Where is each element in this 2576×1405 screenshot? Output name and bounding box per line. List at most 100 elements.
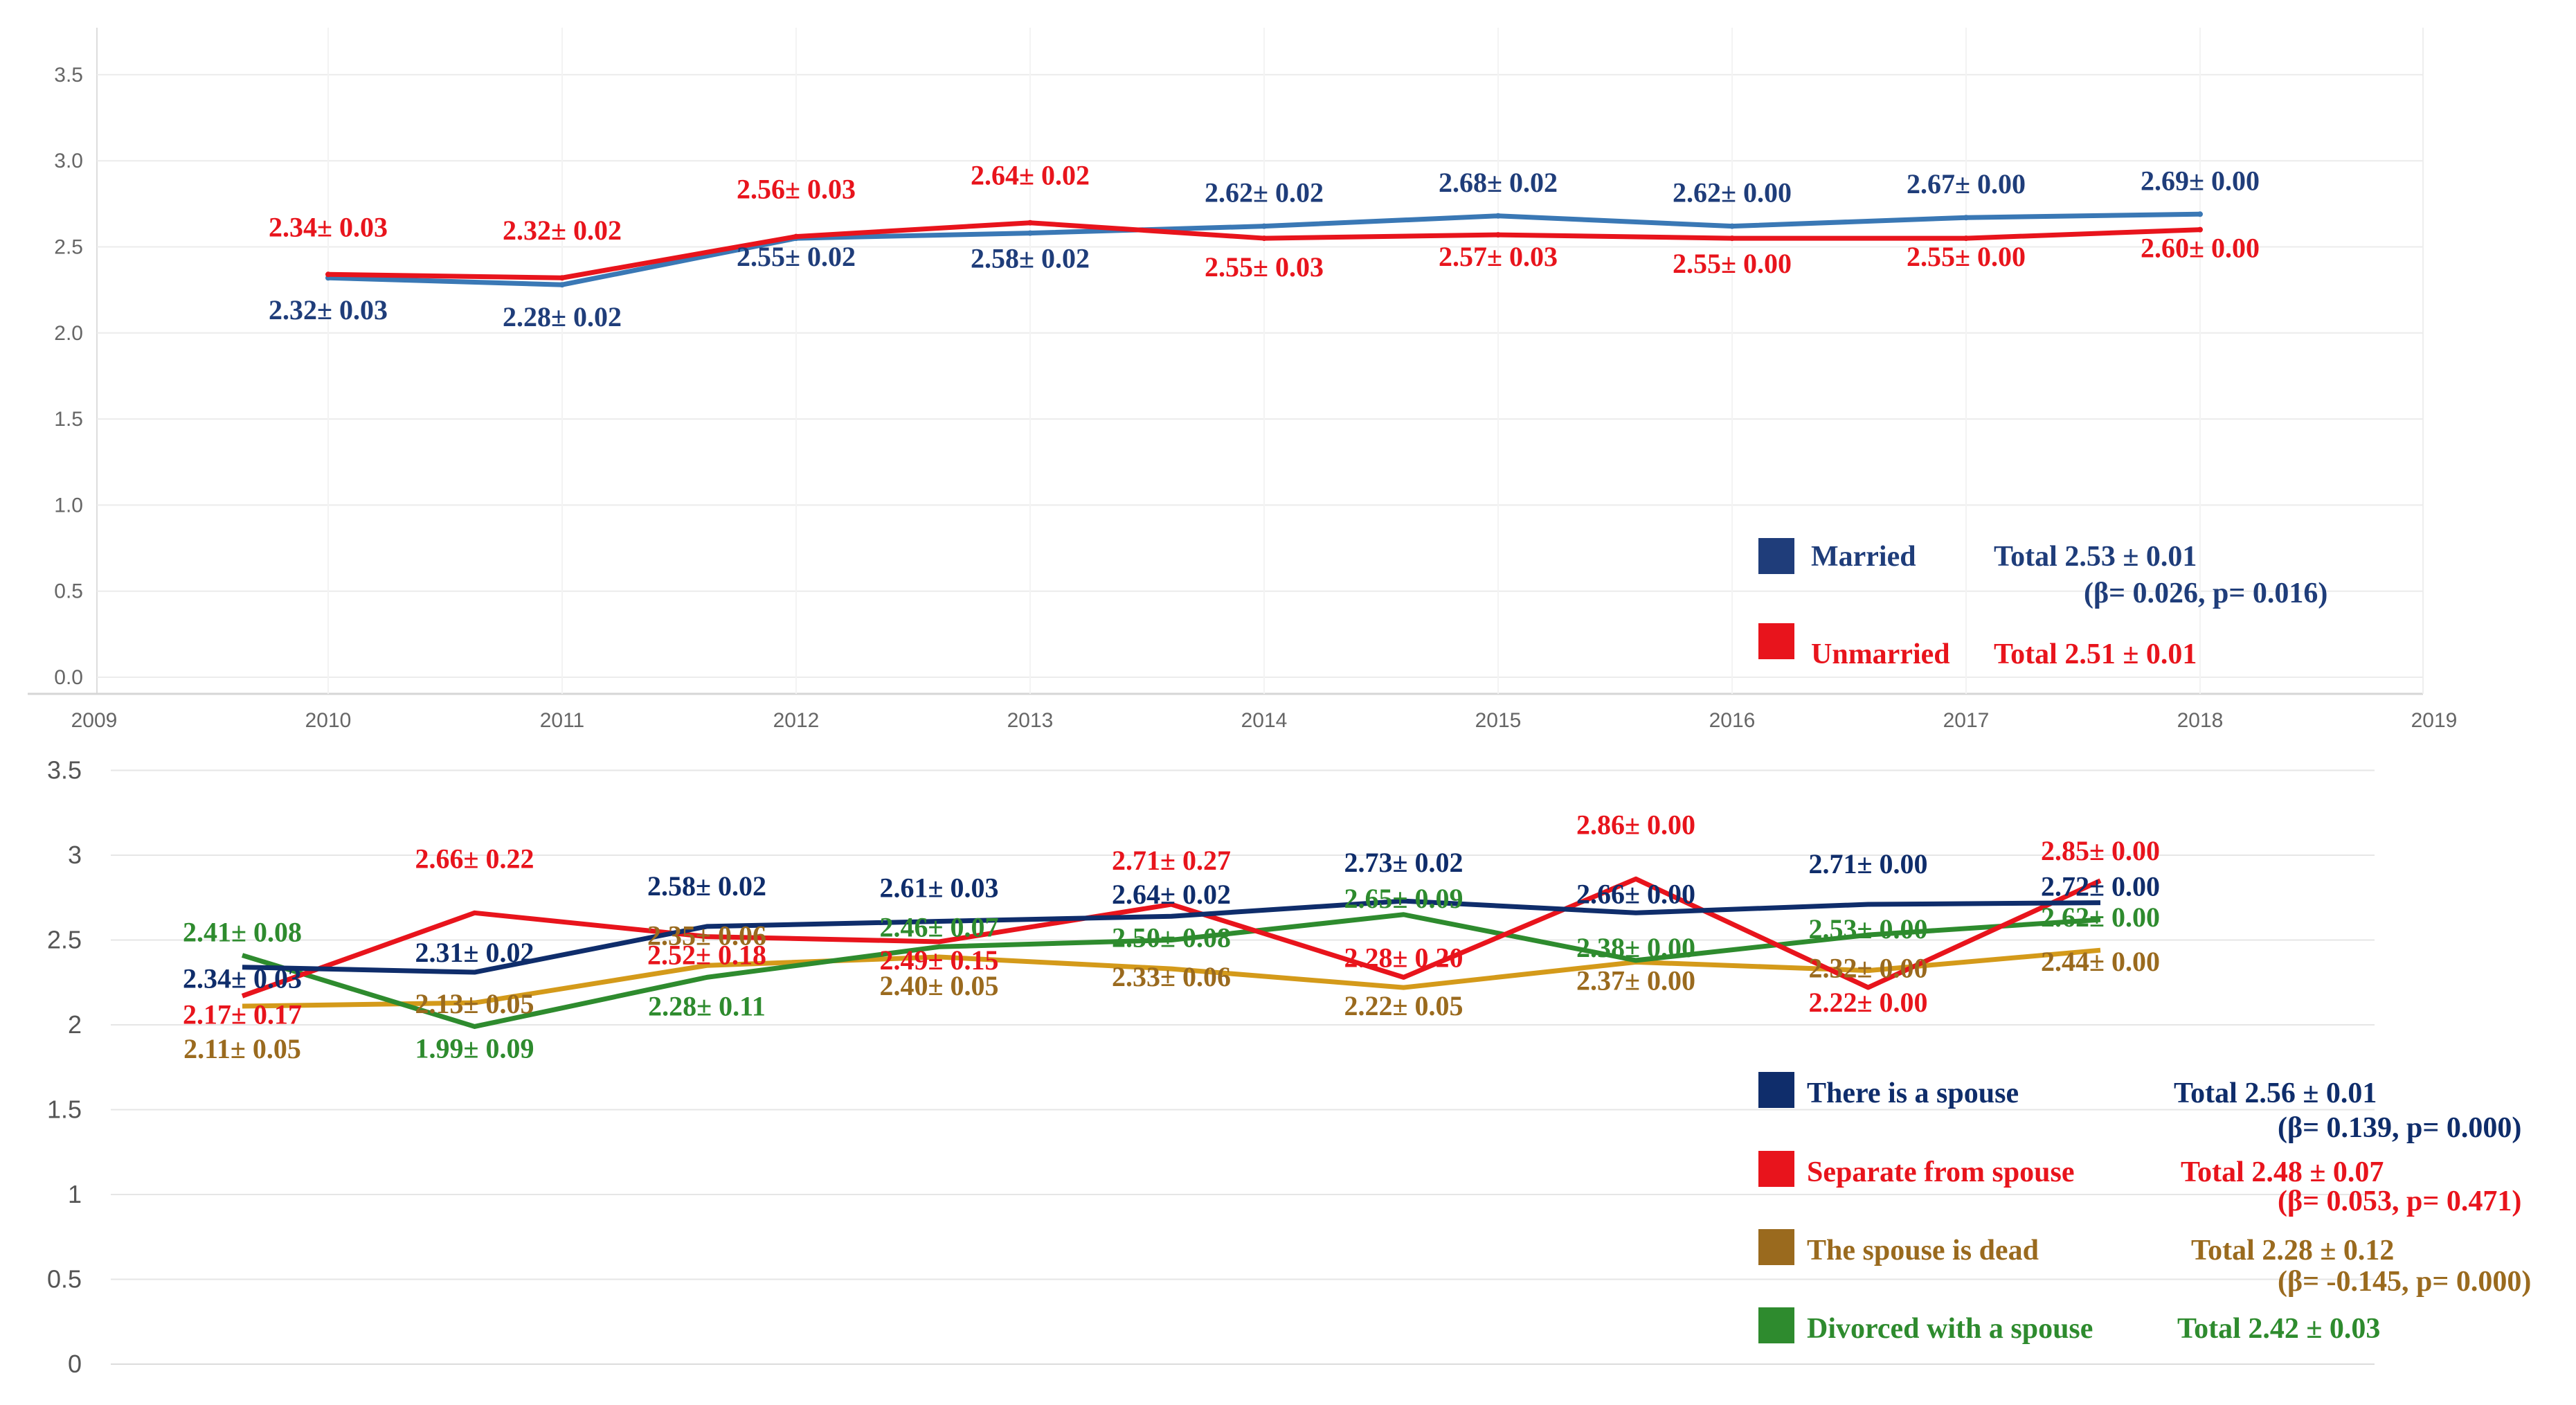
top-y-tick-label: 1.0	[54, 494, 83, 517]
bottom-data-label: 2.86± 0.00	[1576, 809, 1695, 840]
bottom-data-label: 2.58± 0.02	[647, 870, 766, 902]
bottom-series-line-0	[242, 898, 2101, 975]
bottom-data-label: 2.66± 0.22	[415, 843, 534, 874]
top-data-label: 2.55± 0.03	[1205, 251, 1324, 283]
bottom-y-tick-label: 2.5	[47, 926, 82, 954]
top-series-point	[2197, 226, 2203, 233]
bottom-data-label: 2.40± 0.05	[880, 970, 999, 1001]
bottom-data-label: 2.65± 0.09	[1344, 883, 1463, 914]
bottom-data-label: 2.22± 0.05	[1344, 990, 1463, 1021]
bottom-y-tick-label: 0	[68, 1350, 82, 1378]
top-y-tick-label: 2.0	[54, 322, 83, 345]
top-data-label: 2.32± 0.03	[269, 294, 388, 325]
top-x-tick-label: 2017	[1943, 709, 1990, 732]
bottom-y-tick-label: 3.5	[47, 756, 82, 785]
top-y-tick-label: 0.0	[54, 666, 83, 689]
top-series-point	[1729, 235, 1735, 242]
legend-label-2: The spouse is dead	[1807, 1235, 2039, 1267]
top-series-point	[325, 271, 331, 278]
bottom-y-tick-label: 0.5	[47, 1265, 82, 1294]
top-series-point	[1261, 223, 1267, 229]
top-data-label: 2.56± 0.03	[737, 174, 856, 205]
legend-swatch-1	[1758, 1151, 1794, 1187]
bottom-data-label: 2.62± 0.00	[2041, 902, 2160, 933]
top-y-tick-label: 0.5	[54, 580, 83, 603]
bottom-data-label: 2.22± 0.00	[1809, 987, 1928, 1018]
bottom-y-tick-label: 1.5	[47, 1095, 82, 1124]
top-y-tick-label: 1.5	[54, 408, 83, 431]
top-series-point	[1963, 235, 1969, 242]
top-data-label: 2.28± 0.02	[503, 301, 622, 332]
top-data-label: 2.55± 0.00	[1673, 248, 1792, 279]
bottom-data-label: 2.50± 0.08	[1112, 922, 1231, 954]
legend-total-2: Total 2.28 ± 0.12	[2191, 1235, 2394, 1267]
bottom-series-line-1	[241, 876, 2102, 999]
bottom-data-label: 2.31± 0.02	[415, 937, 534, 968]
top-line-chart: 0.0 0.5 1.0 1.5 2.0 2.5 3.0 3.5 2009 2010 2011 2012…	[28, 28, 2457, 732]
bottom-data-label: 2.44± 0.00	[2041, 946, 2160, 977]
bottom-data-label: 2.53± 0.00	[1809, 913, 1928, 945]
top-x-tick-label: 2012	[773, 709, 820, 732]
top-x-tick-label: 2009	[71, 709, 118, 732]
top-legend: Married Total 2.53 ± 0.01 (β= 0.026, p= 0.…	[1758, 538, 2327, 670]
bottom-data-label: 2.46± 0.07	[880, 911, 999, 942]
bottom-data-label: 2.37± 0.00	[1576, 965, 1695, 996]
top-data-label: 2.55± 0.00	[1907, 241, 2026, 272]
top-series-point	[1495, 213, 1501, 219]
top-data-label: 2.34± 0.03	[269, 211, 388, 242]
top-x-tick-label: 2018	[2177, 709, 2224, 732]
bottom-data-label: 2.71± 0.00	[1809, 848, 1928, 879]
top-x-tick-label: 2013	[1007, 709, 1054, 732]
legend-swatch-unmarried	[1758, 623, 1794, 659]
top-x-tick-label: 2011	[540, 709, 585, 732]
bottom-data-label: 2.73± 0.02	[1344, 847, 1463, 878]
legend-swatch-married	[1758, 538, 1794, 574]
legend-label-3: Divorced with a spouse	[1807, 1313, 2093, 1345]
top-data-label: 2.62± 0.02	[1205, 177, 1324, 208]
top-data-label: 2.68± 0.02	[1439, 167, 1558, 198]
bottom-data-label: 2.35± 0.06	[647, 920, 766, 951]
bottom-data-label: 2.11± 0.05	[183, 1033, 301, 1064]
top-series-point	[1027, 230, 1033, 236]
top-series-point	[559, 282, 565, 288]
legend-beta-1: (β= 0.053, p= 0.471)	[2278, 1185, 2521, 1217]
bottom-data-label: 2.34± 0.03	[183, 963, 302, 994]
top-x-tick-label: 2016	[1709, 709, 1756, 732]
top-x-tick-label: 2019	[2411, 709, 2458, 732]
top-series-point	[1495, 232, 1501, 238]
bottom-data-label: 2.66± 0.00	[1576, 878, 1695, 909]
bottom-data-label: 2.32± 0.00	[1809, 953, 1928, 984]
bottom-data-label: 2.28± 0.20	[1344, 942, 1463, 973]
top-series-point	[559, 275, 565, 281]
top-data-label: 2.55± 0.02	[737, 241, 856, 272]
bottom-series-line-3	[241, 912, 2101, 1029]
bottom-data-label: 2.13± 0.05	[415, 988, 534, 1019]
bottom-data-label: 1.99± 0.09	[415, 1032, 534, 1064]
bottom-data-label: 2.33± 0.06	[1112, 961, 1231, 992]
bottom-line-chart: 0 0.5 1 1.5 2 2.5 3 3.5 2.34± 0.03 2.31± 0.02 2.58…	[47, 756, 2531, 1379]
legend-label-0: There is a spouse	[1807, 1077, 2019, 1109]
bottom-series-line-2	[242, 947, 2101, 1009]
legend-label-1: Separate from spouse	[1807, 1156, 2075, 1188]
top-series-point	[1729, 223, 1735, 229]
legend-label-married: Married	[1811, 541, 1916, 573]
legend-total-unmarried: Total 2.51 ± 0.01	[1994, 638, 2197, 670]
bottom-y-tick-label: 3	[68, 841, 82, 869]
top-y-tick-label: 2.5	[54, 236, 83, 259]
bottom-data-label: 2.17± 0.17	[183, 999, 302, 1030]
top-data-label: 2.60± 0.00	[2141, 233, 2260, 264]
bottom-y-tick-label: 2	[68, 1010, 82, 1039]
top-x-tick-label: 2010	[305, 709, 352, 732]
legend-total-married: Total 2.53 ± 0.01	[1994, 541, 2197, 573]
bottom-data-label: 2.64± 0.02	[1112, 879, 1231, 910]
top-series-point	[793, 233, 799, 240]
bottom-data-label: 2.28± 0.11	[648, 990, 766, 1021]
top-data-label: 2.67± 0.00	[1907, 168, 2026, 199]
bottom-data-label: 2.49± 0.15	[880, 945, 999, 976]
legend-swatch-3	[1758, 1307, 1794, 1343]
bottom-y-tick-label: 1	[68, 1180, 82, 1208]
top-y-tick-label: 3.0	[54, 150, 83, 172]
top-data-label: 2.62± 0.00	[1673, 177, 1792, 208]
top-series-point	[2197, 211, 2203, 217]
